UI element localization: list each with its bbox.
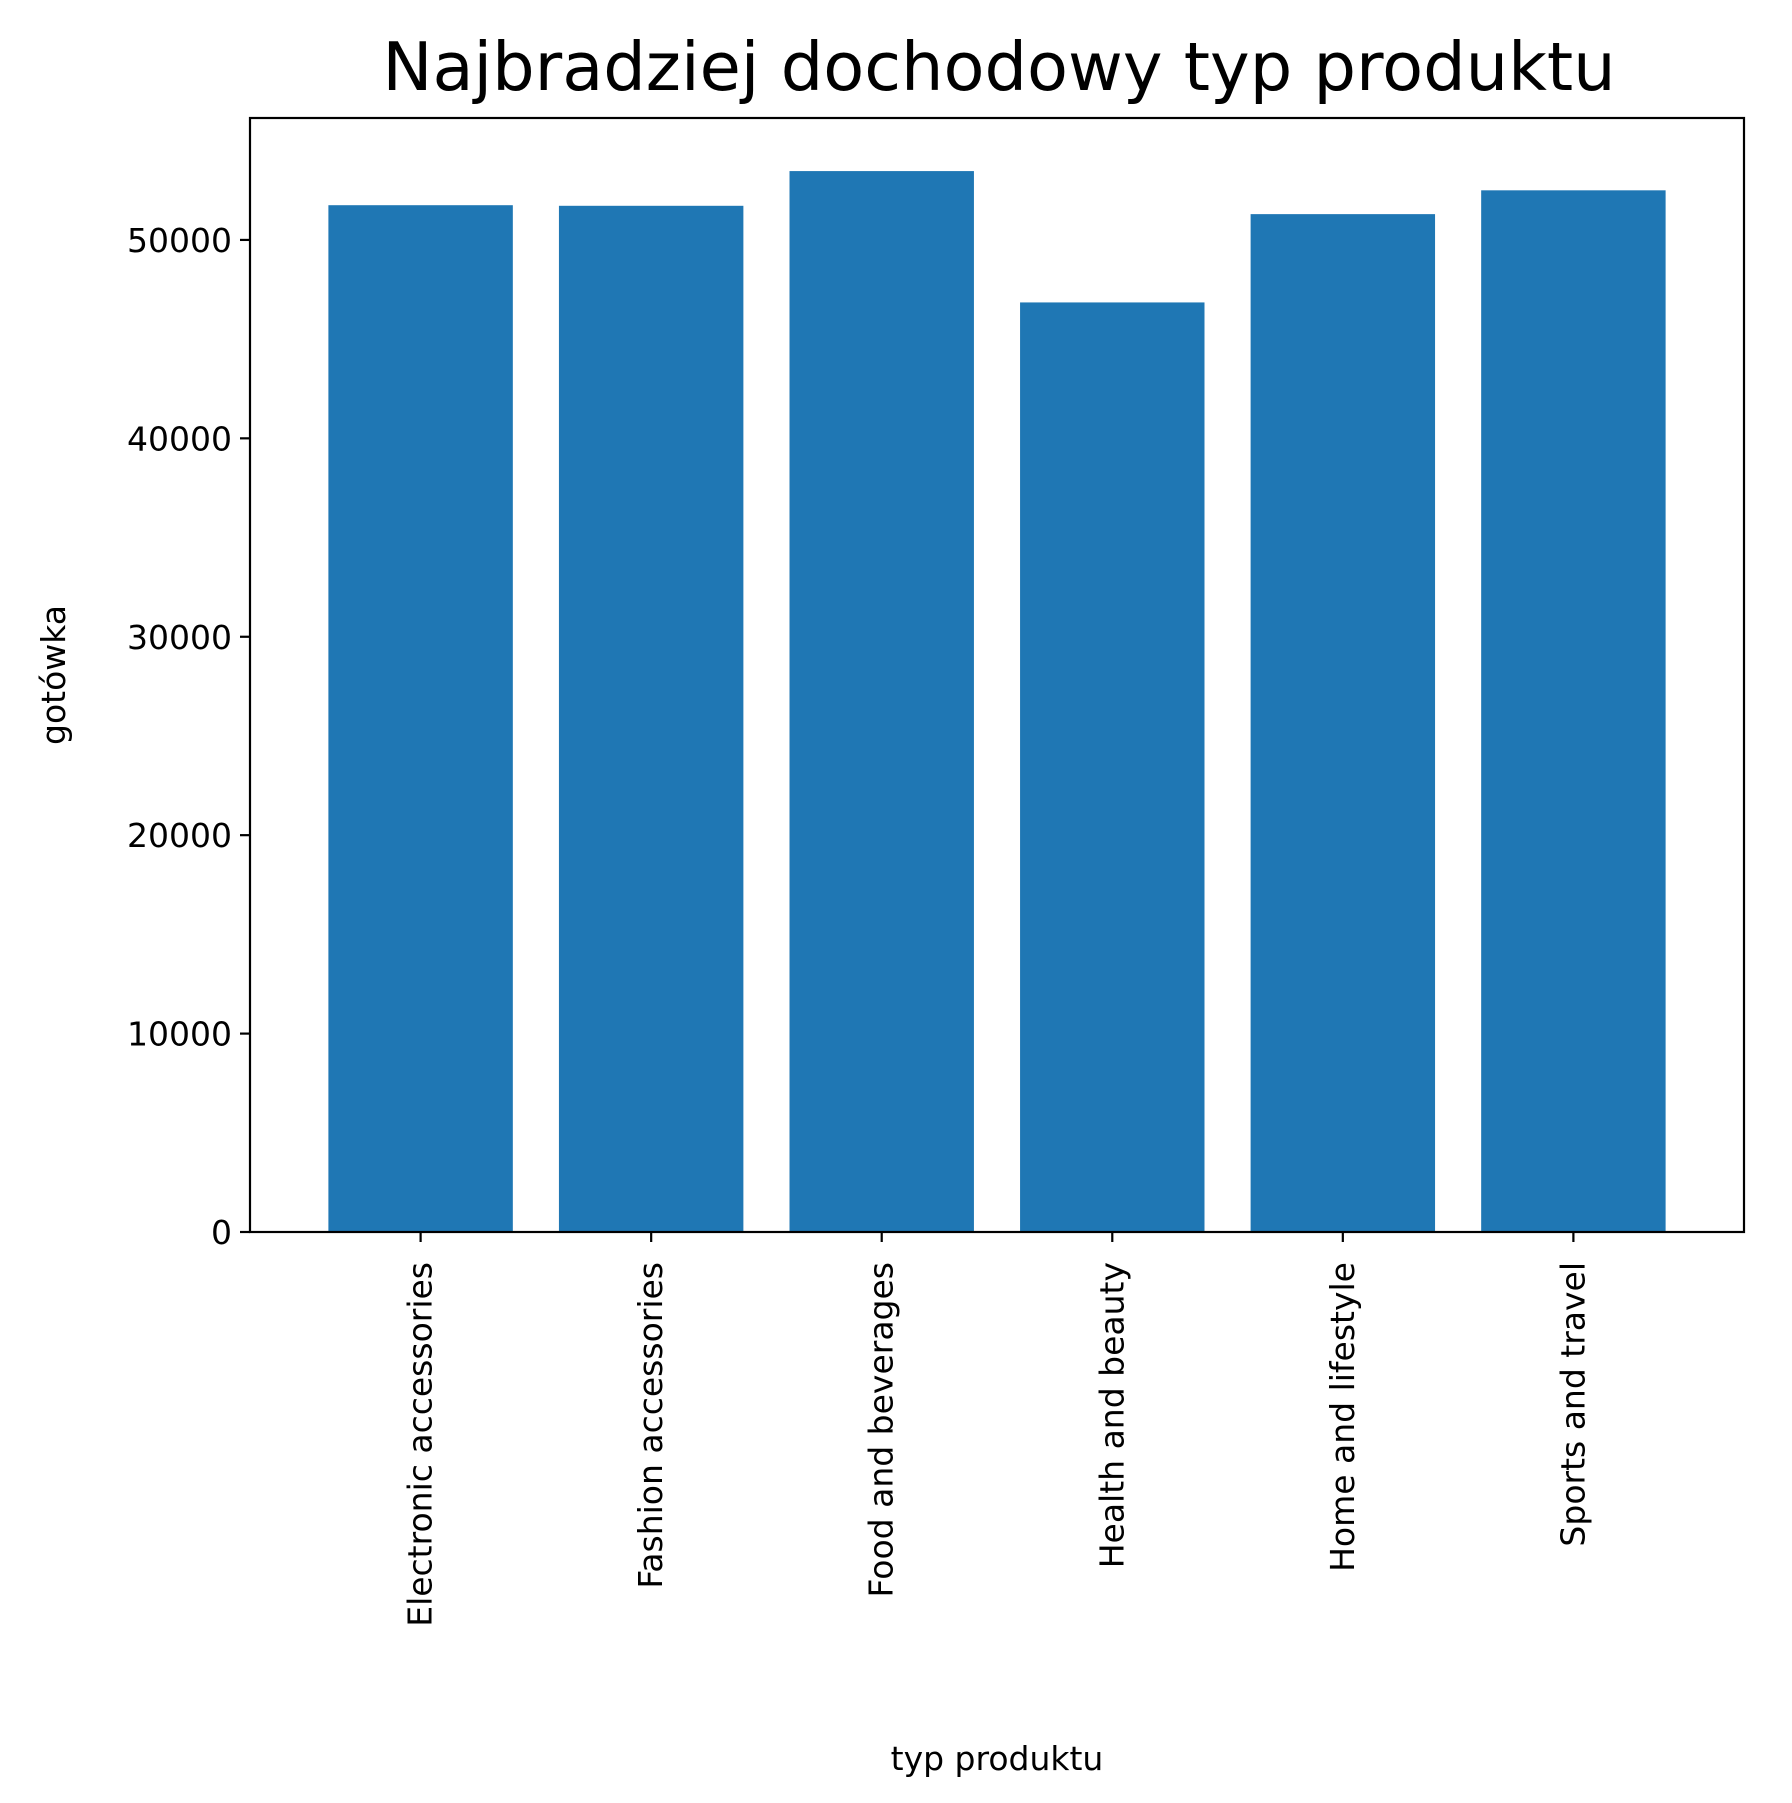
- plot-frame: [248, 116, 1746, 1234]
- y-axis-label: gotówka: [34, 605, 73, 745]
- x-tick-label-2: Food and beverages: [862, 1262, 901, 1598]
- bar-0: [328, 205, 513, 1233]
- x-tick-label-1: Fashion accessories: [631, 1262, 670, 1589]
- x-axis-label: typ produktu: [891, 1739, 1104, 1778]
- ticks-layer: Electronic accessories Fashion accessorie…: [127, 221, 1592, 1627]
- y-tick-label-2: 20000: [127, 816, 232, 855]
- x-tick-label-5: Sports and travel: [1553, 1262, 1592, 1547]
- bar-3: [1020, 302, 1205, 1232]
- bars-layer: [328, 171, 1666, 1233]
- x-tick-label-0: Electronic accessories: [401, 1262, 440, 1627]
- y-tick-label-3: 30000: [127, 618, 232, 657]
- chart-title: Najbradziej dochodowy typ produktu: [382, 28, 1615, 106]
- bar-2: [789, 171, 974, 1233]
- y-tick-label-1: 10000: [127, 1015, 232, 1054]
- y-tick-label-5: 50000: [127, 221, 232, 260]
- y-tick-label-0: 0: [211, 1213, 232, 1252]
- x-tick-label-4: Home and lifestyle: [1323, 1262, 1362, 1572]
- y-tick-label-4: 40000: [127, 419, 232, 458]
- bar-5: [1481, 190, 1666, 1232]
- x-tick-label-3: Health and beauty: [1092, 1262, 1131, 1568]
- bar-4: [1250, 214, 1436, 1232]
- bar-1: [558, 205, 744, 1232]
